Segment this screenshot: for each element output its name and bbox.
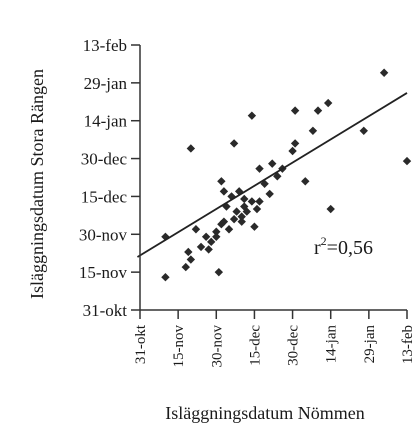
r2-rest: =0,56 <box>327 237 373 259</box>
data-point <box>240 194 249 204</box>
data-point <box>201 232 211 242</box>
data-point <box>313 106 323 115</box>
x-tick-label: 14-jan <box>324 325 340 364</box>
x-tick-label: 30-dec <box>286 325 302 366</box>
y-tick-label: 15-dec <box>81 187 128 206</box>
data-point <box>219 187 229 196</box>
trendline <box>136 92 408 258</box>
data-point <box>255 197 264 206</box>
y-tick-label: 14-jan <box>84 112 128 131</box>
data-point <box>212 232 221 242</box>
y-tick-label: 29-jan <box>84 74 128 93</box>
r2-sup: 2 <box>321 234 327 248</box>
r-squared-annotation: r2=0,56 <box>314 234 373 259</box>
data-point <box>237 217 246 226</box>
data-point <box>204 245 213 254</box>
x-tick-label: 15-nov <box>171 325 187 368</box>
x-tick-label: 15-dec <box>247 325 263 366</box>
data-point <box>186 144 196 153</box>
data-point <box>247 111 257 120</box>
x-tick-label: 29-jan <box>362 325 378 364</box>
data-point <box>268 159 277 168</box>
data-point <box>184 247 193 257</box>
data-point <box>196 242 206 252</box>
trendline-line <box>136 92 408 258</box>
data-point <box>161 272 170 282</box>
data-point <box>219 217 229 226</box>
data-point <box>379 68 389 77</box>
data-point <box>265 189 274 199</box>
data-point <box>212 227 221 236</box>
data-point <box>214 267 224 277</box>
data-point <box>242 207 251 216</box>
y-axis-title: Isläggningsdatum Stora Rängen <box>27 69 47 299</box>
data-point <box>247 197 257 206</box>
data-point <box>232 207 241 216</box>
data-point <box>252 204 262 214</box>
y-tick-label: 31-okt <box>83 301 128 320</box>
y-tick-label: 30-nov <box>79 225 128 244</box>
data-point <box>323 98 333 108</box>
scatter-points <box>161 68 412 282</box>
data-point <box>186 255 196 264</box>
data-point <box>326 204 335 214</box>
data-point <box>181 262 190 272</box>
data-point <box>290 106 300 115</box>
data-point <box>359 126 368 136</box>
x-axis-title: Isläggningsdatum Nömmen <box>165 403 364 423</box>
data-point <box>301 177 310 186</box>
data-point <box>273 172 282 181</box>
data-point <box>191 225 201 234</box>
data-point <box>229 214 239 224</box>
y-tick-label: 30-dec <box>81 150 128 169</box>
data-point <box>237 212 246 221</box>
r2-base: r <box>314 237 321 259</box>
x-tick-label: 30-nov <box>209 325 225 368</box>
axis-ticks: 31-okt 15-nov 30-nov 15-dec 30-dec 14-jan 29-j… <box>79 36 416 368</box>
data-point <box>290 139 300 148</box>
data-point <box>224 225 234 234</box>
data-point <box>255 164 264 173</box>
x-tick-label: 31-okt <box>133 324 149 364</box>
x-tick-label: 13-feb <box>400 325 416 364</box>
data-point <box>308 126 318 136</box>
data-point <box>207 237 216 247</box>
data-point <box>240 202 249 211</box>
data-point <box>288 146 297 156</box>
data-point <box>402 156 412 166</box>
data-point <box>250 222 259 231</box>
y-tick-label: 15-nov <box>79 263 128 282</box>
data-point <box>229 139 239 148</box>
y-tick-label: 13-feb <box>83 36 127 55</box>
data-point <box>217 177 226 186</box>
